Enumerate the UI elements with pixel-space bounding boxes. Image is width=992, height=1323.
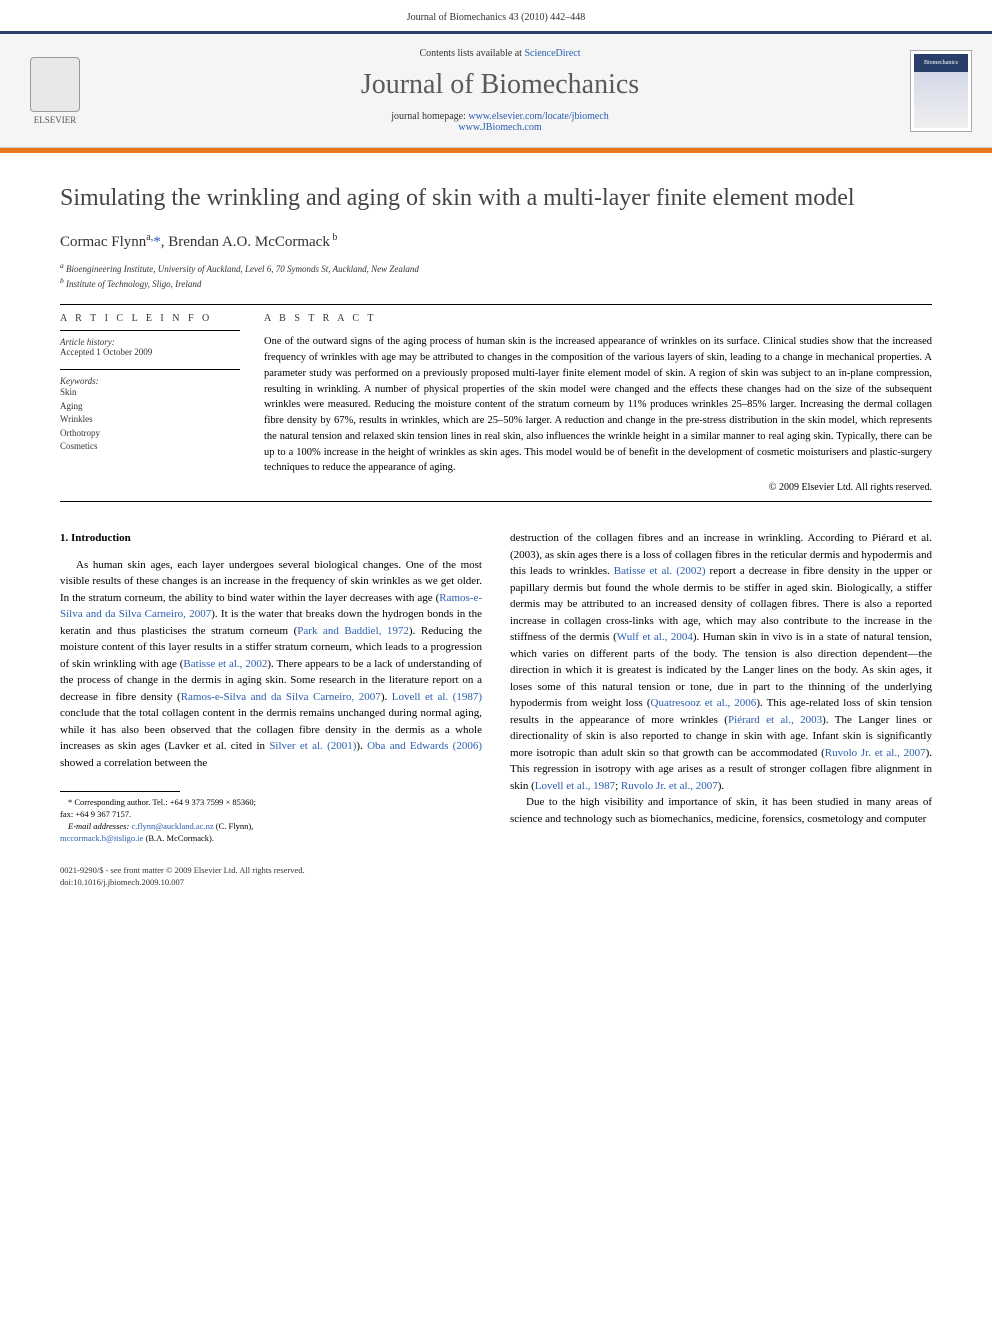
contents-line: Contents lists available at ScienceDirec…: [90, 48, 910, 59]
article-info-heading: A R T I C L E I N F O: [60, 305, 240, 330]
keyword: Cosmetics: [60, 440, 240, 454]
footnotes: * Corresponding author. Tel.: +64 9 373 …: [60, 797, 482, 845]
journal-title: Journal of Biomechanics: [90, 69, 910, 101]
header-center: Contents lists available at ScienceDirec…: [90, 48, 910, 133]
affiliation-a: a Bioengineering Institute, University o…: [60, 261, 932, 276]
keyword: Aging: [60, 400, 240, 414]
citation-link[interactable]: Oba and Edwards (2006): [367, 740, 482, 752]
abstract-text: One of the outward signs of the aging pr…: [264, 334, 932, 476]
body-column-right: destruction of the collagen fibres and a…: [510, 530, 932, 845]
homepage-line: journal homepage: www.elsevier.com/locat…: [90, 111, 910, 133]
author-2: Brendan A.O. McCormack: [168, 234, 330, 250]
keywords-list: Skin Aging Wrinkles Orthotropy Cosmetics: [60, 386, 240, 454]
citation-link[interactable]: Park and Baddiel, 1972: [297, 625, 409, 637]
email-2: mccormack.b@itsligo.ie (B.A. McCormack).: [60, 833, 482, 845]
elsevier-tree-icon: [30, 57, 80, 112]
authors: Cormac Flynna,*, Brendan A.O. McCormack …: [60, 232, 932, 251]
body-column-left: 1. Introduction As human skin ages, each…: [60, 530, 482, 845]
corresponding-star[interactable]: *: [153, 234, 161, 250]
citation-link[interactable]: Silver et al. (2001): [269, 740, 356, 752]
author-2-affil: b: [330, 232, 338, 243]
abstract-copyright: © 2009 Elsevier Ltd. All rights reserved…: [264, 482, 932, 493]
footer-doi: doi:10.1016/j.jbiomech.2009.10.007: [60, 877, 932, 889]
info-abstract-row: A R T I C L E I N F O Article history: A…: [60, 305, 932, 493]
homepage-label: journal homepage:: [391, 111, 468, 122]
homepage-link-1[interactable]: www.elsevier.com/locate/jbiomech: [468, 111, 608, 122]
history-text: Accepted 1 October 2009: [60, 347, 240, 357]
corresponding-author: * Corresponding author. Tel.: +64 9 373 …: [60, 797, 482, 809]
elsevier-label: ELSEVIER: [34, 115, 77, 125]
citation-link[interactable]: Ruvolo Jr. et al., 2007: [825, 747, 926, 759]
citation-link[interactable]: Batisse et al. (2002): [614, 565, 706, 577]
running-header: Journal of Biomechanics 43 (2010) 442–44…: [0, 0, 992, 31]
keyword: Orthotropy: [60, 427, 240, 441]
cover-body: [914, 72, 968, 128]
abstract-column: A B S T R A C T One of the outward signs…: [264, 305, 932, 493]
keyword: Wrinkles: [60, 413, 240, 427]
section-heading: 1. Introduction: [60, 530, 482, 547]
orange-divider: [0, 148, 992, 153]
fax: fax: +64 9 367 7157.: [60, 809, 482, 821]
body-columns: 1. Introduction As human skin ages, each…: [60, 530, 932, 845]
article-content: Simulating the wrinkling and aging of sk…: [0, 183, 992, 928]
history-label: Article history:: [60, 337, 240, 347]
elsevier-logo: ELSEVIER: [20, 51, 90, 131]
intro-paragraph-2: Due to the high visibility and importanc…: [510, 794, 932, 827]
email-addresses: E-mail addresses: c.flynn@auckland.ac.nz…: [60, 821, 482, 833]
info-rule-2: [60, 369, 240, 370]
abstract-heading: A B S T R A C T: [264, 305, 932, 334]
citation-link[interactable]: Batisse et al., 2002: [183, 658, 267, 670]
footer: 0021-9290/$ - see front matter © 2009 El…: [60, 865, 932, 889]
article-title: Simulating the wrinkling and aging of sk…: [60, 183, 932, 214]
citation-link[interactable]: Lovell et al., 1987: [535, 780, 615, 792]
email-link-1[interactable]: c.flynn@auckland.ac.nz: [131, 821, 213, 831]
footnote-rule: [60, 791, 180, 792]
author-1: Cormac Flynn: [60, 234, 146, 250]
citation-link[interactable]: Wulf et al., 2004: [617, 631, 693, 643]
keyword: Skin: [60, 386, 240, 400]
intro-paragraph-1-cont: destruction of the collagen fibres and a…: [510, 530, 932, 794]
affiliations: a Bioengineering Institute, University o…: [60, 261, 932, 290]
affiliation-b: b Institute of Technology, Sligo, Irelan…: [60, 276, 932, 291]
sciencedirect-link[interactable]: ScienceDirect: [524, 48, 580, 59]
mid-rule: [60, 501, 932, 502]
citation-link[interactable]: Ruvolo Jr. et al., 2007: [621, 780, 718, 792]
journal-cover-thumbnail: Biomechanics: [910, 50, 972, 132]
keywords-label: Keywords:: [60, 376, 240, 386]
info-rule-1: [60, 330, 240, 331]
journal-header: ELSEVIER Contents lists available at Sci…: [0, 31, 992, 148]
intro-paragraph-1: As human skin ages, each layer undergoes…: [60, 557, 482, 772]
article-info: A R T I C L E I N F O Article history: A…: [60, 305, 240, 493]
contents-text: Contents lists available at: [419, 48, 524, 59]
citation-link[interactable]: Ramos-e-Silva and da Silva Carneiro, 200…: [181, 691, 381, 703]
cover-title: Biomechanics: [914, 54, 968, 72]
citation-link[interactable]: Quatresooz et al., 2006: [651, 697, 757, 709]
email-link-2[interactable]: mccormack.b@itsligo.ie: [60, 833, 143, 843]
citation-link[interactable]: Piérard et al., 2003: [728, 714, 822, 726]
footer-copyright: 0021-9290/$ - see front matter © 2009 El…: [60, 865, 932, 877]
homepage-link-2[interactable]: www.JBiomech.com: [458, 122, 541, 133]
citation-link[interactable]: Lovell et al. (1987): [392, 691, 482, 703]
